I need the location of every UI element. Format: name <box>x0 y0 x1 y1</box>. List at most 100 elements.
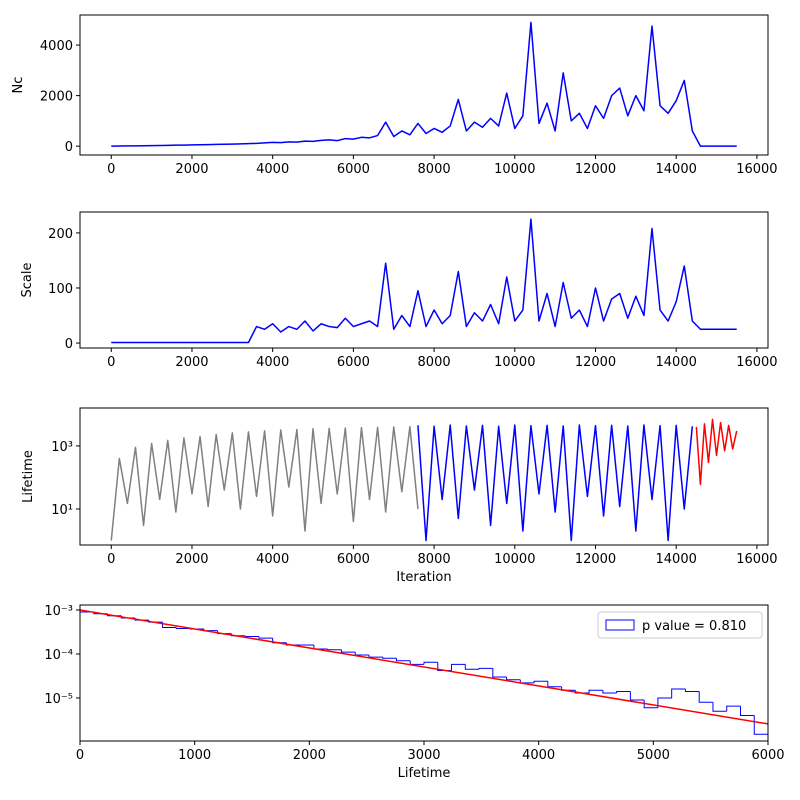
x-tick-label: 12000 <box>575 162 616 177</box>
hist-step <box>382 657 397 659</box>
y-tick-label: 100 <box>48 282 73 297</box>
hist-step <box>753 715 768 741</box>
axes-frame <box>79 407 769 546</box>
x-tick-label: 3000 <box>407 748 440 763</box>
hist-step <box>671 688 686 698</box>
x-tick-label: 6000 <box>337 162 370 177</box>
hist-step <box>451 663 466 671</box>
x-tick-label: 4000 <box>522 748 555 763</box>
x-tick-label: 2000 <box>293 748 326 763</box>
legend-swatch <box>605 619 635 631</box>
hist-step <box>327 648 342 651</box>
hist-step <box>698 691 713 703</box>
x-axis-label: Lifetime <box>398 766 451 781</box>
x-tick-label: 16000 <box>736 355 777 370</box>
plot-area <box>80 609 768 741</box>
hist-step <box>506 676 521 681</box>
plot-area <box>111 21 737 147</box>
y-tick-label: 0 <box>65 140 73 155</box>
y-axis-label: Nc <box>11 77 26 94</box>
x-tick-label: 4000 <box>256 162 289 177</box>
hist-step <box>478 667 493 670</box>
fit-line <box>80 609 768 725</box>
x-tick-label: 6000 <box>751 748 784 763</box>
hist-step <box>395 658 411 662</box>
x-tick-label: 10000 <box>494 355 535 370</box>
x-tick-label: 10000 <box>494 162 535 177</box>
y-tick-label: 4000 <box>40 39 73 54</box>
hist-step <box>258 636 273 639</box>
data-line <box>111 218 737 344</box>
x-tick-label: 8000 <box>418 162 451 177</box>
hist-step <box>354 652 369 656</box>
plot-area <box>111 218 737 344</box>
x-tick-label: 5000 <box>637 748 670 763</box>
plot-area <box>110 418 738 542</box>
hist-step <box>726 705 741 712</box>
hist-step <box>464 664 480 670</box>
hist-step <box>368 654 383 658</box>
y-tick-label: 10¹ <box>51 503 73 518</box>
hist-step <box>547 681 562 688</box>
y-tick-label: 10⁻⁵ <box>44 692 73 707</box>
hist-step <box>409 660 424 665</box>
hist-step <box>175 627 191 629</box>
x-tick-label: 14000 <box>656 355 697 370</box>
x-tick-label: 14000 <box>656 162 697 177</box>
y-tick-label: 10⁻⁴ <box>44 648 73 663</box>
x-tick-label: 6000 <box>337 552 370 567</box>
hist-step <box>684 688 700 693</box>
hist-step <box>244 635 259 637</box>
data-line <box>417 424 694 542</box>
axes-frame <box>79 14 769 156</box>
hist-step <box>643 699 658 709</box>
legend-box <box>597 611 763 639</box>
y-tick-label: 10⁻³ <box>44 604 73 619</box>
axes-frame <box>79 211 769 349</box>
y-axis-label: Scale <box>20 263 35 298</box>
hist-step <box>712 702 727 712</box>
hist-step <box>588 689 603 693</box>
x-axis-label: Iteration <box>396 570 451 585</box>
hist-step <box>492 668 507 678</box>
hist-step <box>616 691 631 693</box>
data-line <box>110 425 419 541</box>
x-tick-label: 2000 <box>175 162 208 177</box>
x-tick-label: 0 <box>107 552 115 567</box>
axes-frame <box>79 604 769 742</box>
x-tick-label: 10000 <box>494 552 535 567</box>
x-tick-label: 0 <box>76 748 84 763</box>
hist-step <box>340 649 356 653</box>
x-tick-label: 16000 <box>736 552 777 567</box>
x-tick-label: 12000 <box>575 355 616 370</box>
x-tick-label: 1000 <box>178 748 211 763</box>
x-tick-label: 4000 <box>256 355 289 370</box>
hist-step <box>519 679 535 684</box>
x-tick-label: 6000 <box>337 355 370 370</box>
y-tick-label: 2000 <box>40 90 73 105</box>
hist-step <box>629 691 645 701</box>
x-tick-label: 8000 <box>418 355 451 370</box>
x-tick-label: 2000 <box>175 552 208 567</box>
x-tick-label: 4000 <box>256 552 289 567</box>
hist-step <box>602 690 617 694</box>
x-tick-label: 0 <box>107 162 115 177</box>
x-tick-label: 12000 <box>575 552 616 567</box>
hist-step <box>80 611 94 741</box>
x-tick-label: 0 <box>107 355 115 370</box>
data-line <box>111 21 737 147</box>
y-axis-label: Lifetime <box>21 450 36 503</box>
hist-step <box>533 680 548 683</box>
y-tick-label: 0 <box>65 337 73 352</box>
hist-step <box>739 706 755 716</box>
data-line <box>695 418 738 486</box>
x-tick-label: 2000 <box>175 355 208 370</box>
hist-step <box>657 697 672 708</box>
x-tick-label: 14000 <box>656 552 697 567</box>
y-tick-label: 10³ <box>51 440 73 455</box>
y-tick-label: 200 <box>48 227 73 242</box>
legend-label: p value = 0.810 <box>642 619 746 634</box>
hist-step <box>423 661 438 665</box>
x-tick-label: 8000 <box>418 552 451 567</box>
